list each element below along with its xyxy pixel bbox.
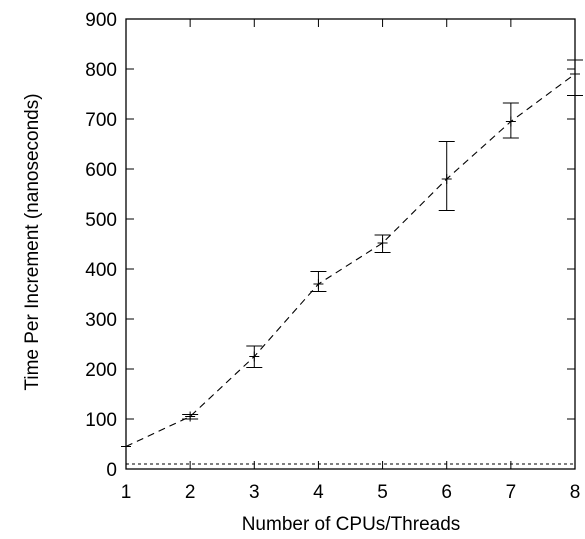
x-tick-label: 3 — [249, 482, 260, 503]
x-tick-label: 4 — [313, 482, 324, 503]
x-tick-label: 6 — [441, 482, 452, 503]
x-tick-label: 7 — [506, 482, 517, 503]
x-tick-label: 2 — [185, 482, 196, 503]
y-tick-label: 500 — [85, 210, 117, 231]
series-line-0 — [125, 73, 576, 447]
y-tick-label: 100 — [85, 410, 117, 431]
y-tick-label: 400 — [85, 260, 117, 281]
x-tick-label: 8 — [570, 482, 581, 503]
plot-frame — [125, 18, 576, 470]
y-axis-label: Time Per Increment (nanoseconds) — [22, 93, 43, 390]
y-tick-label: 200 — [85, 360, 117, 381]
y-tick-label: 300 — [85, 310, 117, 331]
x-tick-label: 1 — [121, 482, 132, 503]
y-tick-label: 700 — [85, 110, 117, 131]
x-axis-label: Number of CPUs/Threads — [242, 514, 461, 535]
y-tick-label: 900 — [85, 10, 117, 31]
y-tick-label: 600 — [85, 160, 117, 181]
plot-layer: 0 100 200 300 400 500 600 700 800 900 1 2 3 4 5 6 7 8 — [85, 10, 583, 503]
x-tick-label: 5 — [377, 482, 388, 503]
y-tick-label: 800 — [85, 60, 117, 81]
y-tick-label: 0 — [106, 460, 117, 481]
